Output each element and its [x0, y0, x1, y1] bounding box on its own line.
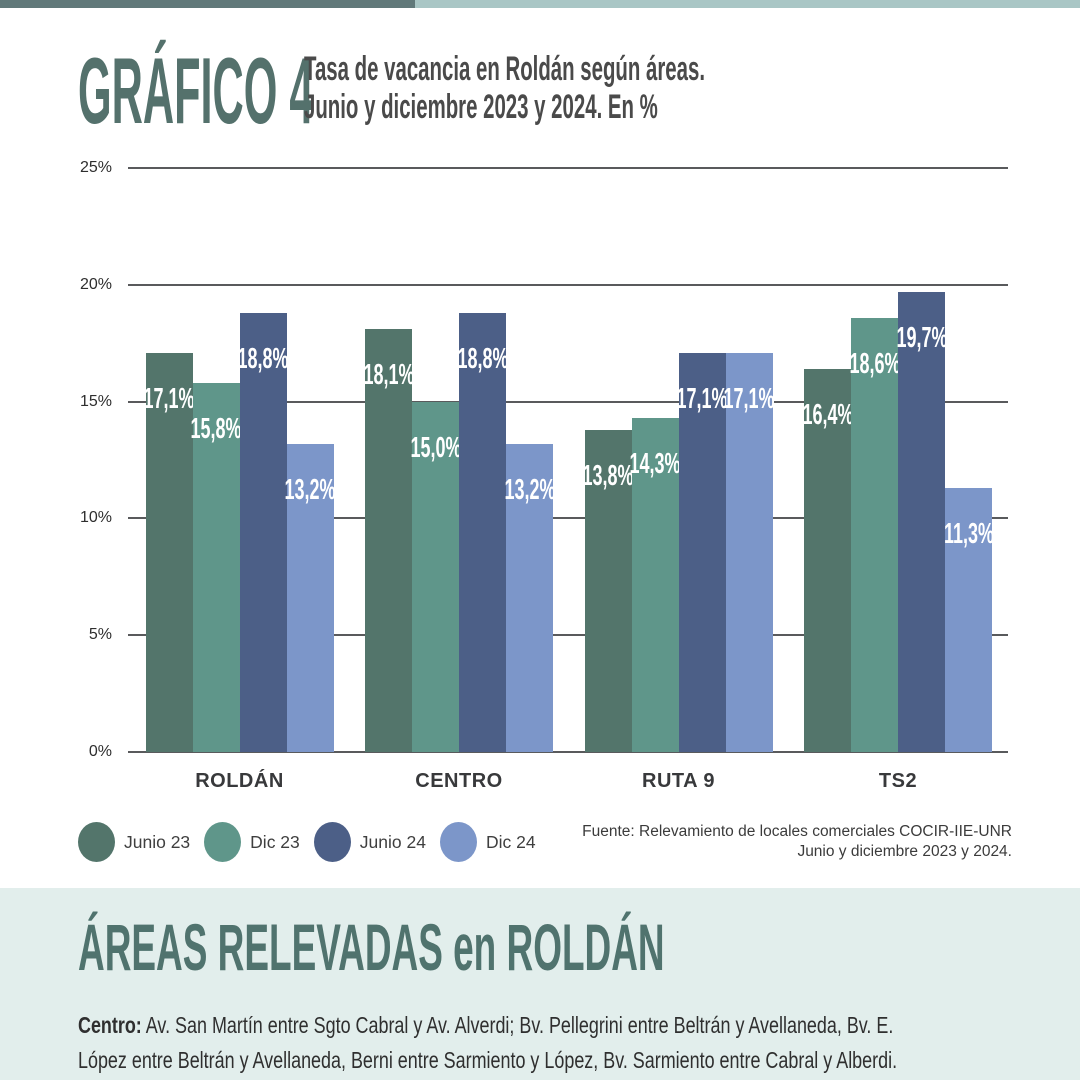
- bar-value-label: 14,3%: [629, 447, 681, 480]
- x-axis-label: CENTRO: [415, 770, 503, 792]
- legend-swatch-icon: [78, 822, 115, 862]
- legend-item: Junio 23: [78, 822, 190, 862]
- footer-heading: ÁREAS RELEVADAS en ROLDÁN: [78, 910, 665, 984]
- chart-title-line2: Junio y diciembre 2023 y 2024. En %: [304, 88, 658, 126]
- legend-label: Dic 23: [250, 831, 300, 852]
- bar: 13,8%: [582, 429, 634, 752]
- x-axis-label: ROLDÁN: [195, 770, 284, 792]
- source-note-line2: Junio y diciembre 2023 y 2024.: [797, 842, 1012, 860]
- chart-tag: GRÁFICO 4: [78, 38, 314, 143]
- top-accent-light-segment: [415, 0, 1080, 8]
- bar-group: 13,8% 14,3% 17,1% 17,1%: [569, 168, 789, 752]
- legend-label: Dic 24: [485, 831, 536, 852]
- y-axis-tick: 20%: [79, 275, 112, 293]
- gridline: [128, 283, 1008, 286]
- bar-value-label: 17,1%: [723, 382, 775, 415]
- bar: 18,8%: [237, 312, 289, 752]
- gridline: [128, 400, 1008, 403]
- bar-group: 18,1% 15,0% 18,8% 13,2%: [350, 168, 570, 752]
- bar-value-label: 17,1%: [143, 382, 195, 415]
- bar-value-label: 18,8%: [237, 342, 289, 375]
- source-note: Fuente: Relevamiento de locales comercia…: [582, 822, 1012, 861]
- source-note-line1: Fuente: Relevamiento de locales comercia…: [582, 823, 1012, 840]
- footer-paragraph-label: Centro:: [78, 1012, 142, 1038]
- bar-group: 17,1% 15,8% 18,8% 13,2%: [130, 168, 350, 752]
- bar-value-label: 13,2%: [284, 473, 336, 506]
- footer-paragraph-line1: Av. San Martín entre Sgto Cabral y Av. A…: [145, 1012, 894, 1038]
- bar: 13,2%: [504, 443, 556, 752]
- bar-value-label: 15,0%: [410, 431, 462, 464]
- bar-value-label: 18,8%: [457, 342, 509, 375]
- plot-area: 17,1% 15,8% 18,8% 13,2% 18,1% 15,0% 18,8% 13,2%…: [130, 168, 1008, 752]
- bar: 15,0%: [410, 401, 462, 752]
- bar: 16,4%: [802, 368, 854, 752]
- legend-swatch-icon: [313, 822, 351, 862]
- bar: 11,3%: [943, 488, 994, 752]
- bar-value-label: 18,1%: [363, 359, 415, 392]
- bar: 13,2%: [284, 443, 336, 752]
- bar-value-label: 11,3%: [943, 518, 994, 551]
- bar-group: 16,4% 18,6% 19,7% 11,3%: [789, 168, 1009, 752]
- legend-label: Junio 23: [124, 831, 191, 852]
- bar: 17,1%: [723, 352, 775, 752]
- gridline: [128, 167, 1008, 169]
- footer-paragraph-line2: López entre Beltrán y Avellaneda, Berni …: [78, 1047, 898, 1073]
- legend: Junio 23 Dic 23 Junio 24 Dic 24: [78, 822, 536, 862]
- y-axis-tick: 0%: [88, 743, 112, 760]
- bar: 15,8%: [190, 382, 242, 752]
- bar-value-label: 15,8%: [190, 412, 242, 445]
- bar-value-label: 17,1%: [676, 382, 728, 415]
- y-axis-tick: 10%: [79, 509, 112, 527]
- footer-strip: ÁREAS RELEVADAS en ROLDÁN Centro: Av. Sa…: [0, 888, 1080, 1080]
- bar: 14,3%: [629, 417, 681, 752]
- footer-paragraph: Centro: Av. San Martín entre Sgto Cabral…: [78, 1008, 1061, 1078]
- y-axis-tick: 15%: [79, 392, 112, 410]
- legend-item: Dic 24: [439, 822, 536, 862]
- bar: 17,1%: [143, 352, 195, 752]
- chart-title: Tasa de vacancia en Roldán según áreas. …: [304, 50, 705, 126]
- gridline: [128, 634, 1008, 637]
- bar: 19,7%: [896, 291, 948, 752]
- chart-title-line1: Tasa de vacancia en Roldán según áreas.: [304, 50, 706, 88]
- legend-swatch-icon: [439, 822, 477, 862]
- bar: 18,6%: [849, 317, 901, 752]
- bar-value-label: 19,7%: [896, 321, 948, 354]
- x-axis-label: TS2: [878, 770, 918, 792]
- top-accent-dark-segment: [0, 0, 415, 8]
- gridline: [128, 751, 1008, 753]
- y-axis-tick: 5%: [88, 626, 112, 644]
- legend-item: Dic 23: [204, 822, 300, 862]
- bar: 18,1%: [363, 329, 415, 752]
- bar-value-label: 16,4%: [802, 398, 854, 431]
- bar: 17,1%: [676, 352, 728, 752]
- legend-item: Junio 24: [313, 822, 426, 862]
- y-axis-tick: 25%: [79, 159, 112, 176]
- bar-value-label: 13,8%: [582, 459, 634, 492]
- x-axis-label: RUTA 9: [642, 770, 715, 792]
- bar-value-label: 18,6%: [849, 347, 901, 380]
- gridline: [128, 517, 1008, 520]
- legend-label: Junio 24: [359, 831, 426, 852]
- bar: 18,8%: [457, 312, 509, 752]
- bar-value-label: 13,2%: [504, 473, 556, 506]
- legend-swatch-icon: [204, 822, 242, 862]
- top-accent-bar: [0, 0, 1080, 8]
